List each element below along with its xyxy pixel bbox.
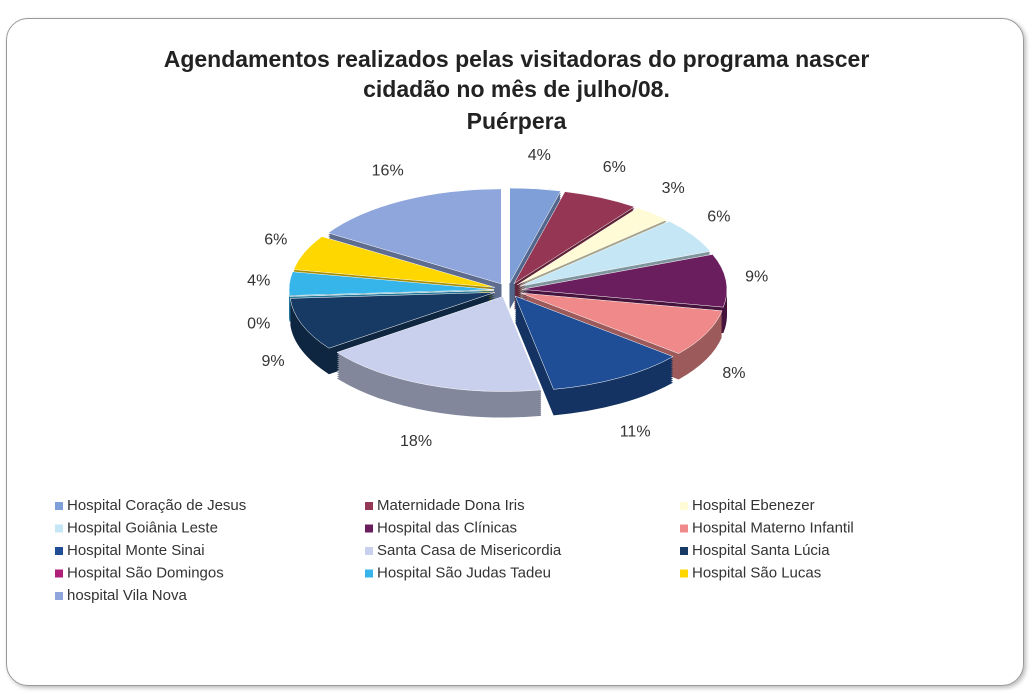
data-label: 6% xyxy=(707,209,730,226)
data-label: 11% xyxy=(620,424,651,441)
slice xyxy=(517,207,668,285)
legend-label: Hospital Santa Lúcia xyxy=(692,542,830,559)
legend-swatch xyxy=(365,524,373,533)
slice xyxy=(520,292,723,354)
legend-swatch xyxy=(365,547,373,555)
data-label: 18% xyxy=(400,433,432,450)
legend-swatch xyxy=(55,569,63,578)
legend-label: Hospital São Judas Tadeu xyxy=(377,564,551,581)
chart-frame xyxy=(6,18,1024,686)
data-label: 4% xyxy=(528,147,551,164)
legend-swatch xyxy=(680,569,688,578)
legend-label: Hospital Monte Sinai xyxy=(67,542,205,559)
data-label: 16% xyxy=(372,163,404,180)
legend-label: Hospital das Clínicas xyxy=(377,519,517,536)
legend-swatch xyxy=(365,502,373,510)
legend-label: Maternidade Dona Iris xyxy=(377,497,525,514)
data-label: 8% xyxy=(722,365,745,382)
legend-label: Hospital São Lucas xyxy=(692,564,821,581)
legend-label: Hospital São Domingos xyxy=(67,564,224,581)
legend-swatch xyxy=(680,524,688,533)
data-label: 3% xyxy=(662,180,685,197)
slice xyxy=(521,254,728,308)
slice xyxy=(293,236,496,288)
legend-label: Hospital Coração de Jesus xyxy=(67,497,246,514)
slice xyxy=(519,220,711,287)
legend-swatch xyxy=(55,502,63,510)
legend-label: Santa Casa de Misericordia xyxy=(377,542,562,559)
legend-swatch xyxy=(680,547,688,555)
chart-title: Agendamentos realizados pelas visitadora… xyxy=(163,46,870,102)
legend-swatch xyxy=(365,569,373,578)
legend-label: Hospital Goiânia Leste xyxy=(67,519,218,536)
data-label: 9% xyxy=(261,353,284,370)
slice xyxy=(327,188,502,285)
chart-subtitle: Puérpera xyxy=(466,108,567,134)
slice xyxy=(514,295,674,390)
legend-label: Hospital Ebenezer xyxy=(692,497,815,514)
data-label: 6% xyxy=(264,231,287,248)
data-label: 6% xyxy=(603,159,626,176)
legend-swatch xyxy=(55,547,63,555)
legend-label: Hospital Materno Infantil xyxy=(692,519,854,536)
slice xyxy=(289,292,495,349)
legend-swatch xyxy=(55,592,63,600)
legend-swatch xyxy=(680,502,688,510)
slice xyxy=(513,191,636,284)
data-label: 4% xyxy=(247,273,270,290)
legend-label: hospital Vila Nova xyxy=(67,587,187,604)
data-label: 9% xyxy=(745,268,768,285)
data-label: 0% xyxy=(247,316,270,333)
slice xyxy=(336,296,542,392)
legend-swatch xyxy=(55,524,63,533)
slice xyxy=(288,271,495,296)
slice xyxy=(509,187,562,285)
